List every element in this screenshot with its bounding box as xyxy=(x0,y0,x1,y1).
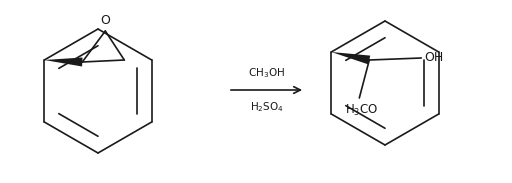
Polygon shape xyxy=(45,57,82,66)
Text: H$_3$CO: H$_3$CO xyxy=(345,103,378,118)
Text: CH$_3$OH: CH$_3$OH xyxy=(248,66,285,80)
Text: OH: OH xyxy=(424,51,443,64)
Polygon shape xyxy=(331,52,370,64)
Text: H$_2$SO$_4$: H$_2$SO$_4$ xyxy=(249,100,284,114)
Text: O: O xyxy=(100,14,110,27)
